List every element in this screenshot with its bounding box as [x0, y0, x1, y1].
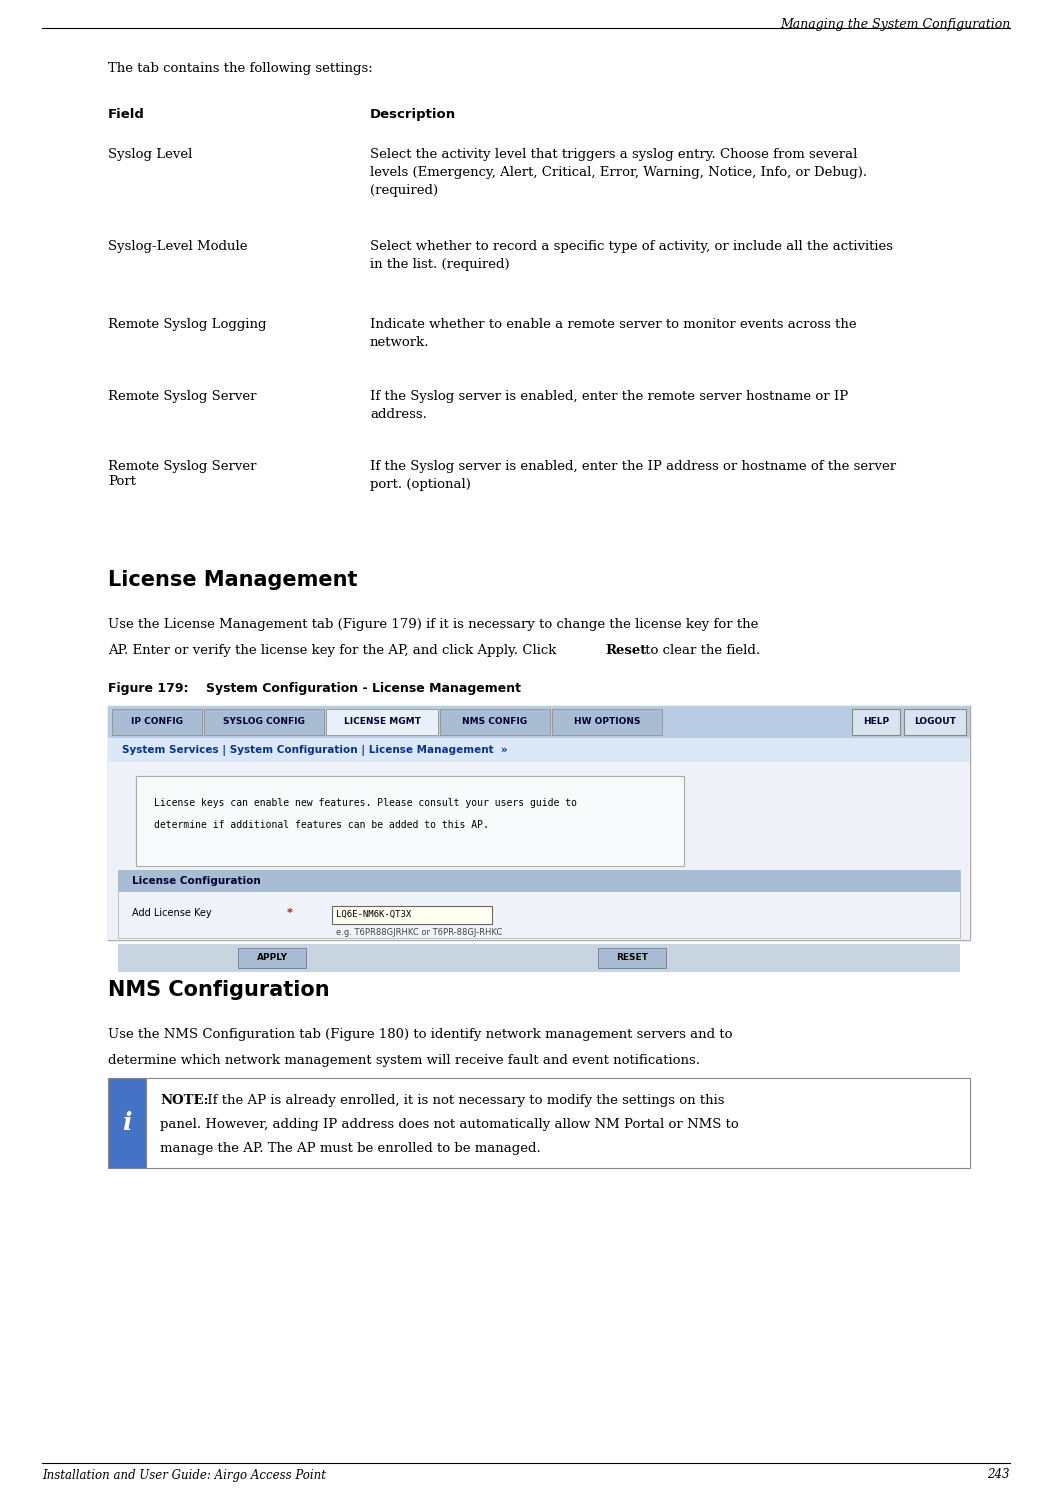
Text: RESET: RESET [616, 953, 648, 962]
Text: Installation and User Guide: Airgo Access Point: Installation and User Guide: Airgo Acces… [42, 1468, 326, 1482]
Text: NMS CONFIG: NMS CONFIG [463, 718, 527, 727]
Text: NOTE:: NOTE: [160, 1094, 208, 1107]
Text: Remote Syslog Logging: Remote Syslog Logging [108, 318, 266, 331]
Text: APPLY: APPLY [257, 953, 287, 962]
Text: Use the License Management tab (Figure 179) if it is necessary to change the lic: Use the License Management tab (Figure 1… [108, 618, 758, 631]
Text: Remote Syslog Server: Remote Syslog Server [108, 389, 257, 403]
Bar [118, 870, 960, 892]
Text: IP CONFIG: IP CONFIG [132, 718, 183, 727]
Text: HELP: HELP [863, 718, 889, 727]
Bar [136, 776, 684, 865]
Bar [598, 947, 666, 968]
Text: If the Syslog server is enabled, enter the IP address or hostname of the server
: If the Syslog server is enabled, enter t… [370, 460, 896, 491]
Text: LQ6E-NM6K-QT3X: LQ6E-NM6K-QT3X [336, 910, 411, 919]
Text: System Services | System Configuration | License Management  »: System Services | System Configuration |… [122, 745, 508, 755]
Text: Managing the System Configuration: Managing the System Configuration [780, 18, 1010, 31]
Text: Remote Syslog Server
Port: Remote Syslog Server Port [108, 460, 257, 488]
Text: License keys can enable new features. Please consult your users guide to: License keys can enable new features. Pl… [154, 798, 576, 809]
Text: Syslog Level: Syslog Level [108, 148, 193, 161]
Text: panel. However, adding IP address does not automatically allow NM Portal or NMS : panel. However, adding IP address does n… [160, 1118, 739, 1131]
Text: SYSLOG CONFIG: SYSLOG CONFIG [223, 718, 305, 727]
Bar [332, 906, 492, 924]
Text: 243: 243 [988, 1468, 1010, 1482]
Text: Select whether to record a specific type of activity, or include all the activit: Select whether to record a specific type… [370, 240, 893, 272]
Text: *: * [287, 909, 292, 918]
Bar [118, 944, 960, 971]
Bar [118, 870, 960, 938]
Text: Indicate whether to enable a remote server to monitor events across the
network.: Indicate whether to enable a remote serv… [370, 318, 856, 349]
Text: Add License Key: Add License Key [132, 909, 218, 918]
Text: manage the AP. The AP must be enrolled to be managed.: manage the AP. The AP must be enrolled t… [160, 1141, 541, 1155]
Bar [204, 709, 324, 736]
Text: determine which network management system will receive fault and event notificat: determine which network management syste… [108, 1053, 700, 1067]
Bar [108, 706, 970, 940]
Bar [112, 709, 202, 736]
Text: Description: Description [370, 107, 457, 121]
Bar [238, 947, 306, 968]
Text: If the AP is already enrolled, it is not necessary to modify the settings on thi: If the AP is already enrolled, it is not… [203, 1094, 725, 1107]
Text: LICENSE MGMT: LICENSE MGMT [344, 718, 421, 727]
Text: Syslog-Level Module: Syslog-Level Module [108, 240, 247, 254]
Text: HW OPTIONS: HW OPTIONS [573, 718, 641, 727]
Text: NMS Configuration: NMS Configuration [108, 980, 329, 1000]
Text: LOGOUT: LOGOUT [914, 718, 956, 727]
Text: Select the activity level that triggers a syslog entry. Choose from several
leve: Select the activity level that triggers … [370, 148, 867, 197]
Text: Field: Field [108, 107, 145, 121]
Bar [108, 762, 970, 940]
Text: Figure 179:    System Configuration - License Management: Figure 179: System Configuration - Licen… [108, 682, 521, 695]
Text: License Management: License Management [108, 570, 358, 589]
Text: determine if additional features can be added to this AP.: determine if additional features can be … [154, 821, 489, 830]
Bar [146, 1079, 970, 1168]
Bar [326, 709, 438, 736]
Bar [552, 709, 662, 736]
Text: If the Syslog server is enabled, enter the remote server hostname or IP
address.: If the Syslog server is enabled, enter t… [370, 389, 848, 421]
Text: to clear the field.: to clear the field. [641, 645, 761, 656]
Text: Use the NMS Configuration tab (Figure 180) to identify network management server: Use the NMS Configuration tab (Figure 18… [108, 1028, 732, 1041]
Bar [108, 706, 970, 739]
Text: License Configuration: License Configuration [132, 876, 261, 886]
Text: The tab contains the following settings:: The tab contains the following settings: [108, 63, 372, 75]
Bar [852, 709, 901, 736]
Bar [108, 739, 970, 762]
Text: Reset: Reset [605, 645, 646, 656]
Text: AP. Enter or verify the license key for the AP, and click Apply. Click: AP. Enter or verify the license key for … [108, 645, 561, 656]
Bar [440, 709, 550, 736]
Bar [904, 709, 966, 736]
Text: e.g. T6PR88GJRHKC or T6PR-88GJ-RHKC: e.g. T6PR88GJRHKC or T6PR-88GJ-RHKC [336, 928, 502, 937]
Bar [108, 1079, 146, 1168]
Text: i: i [122, 1112, 132, 1135]
